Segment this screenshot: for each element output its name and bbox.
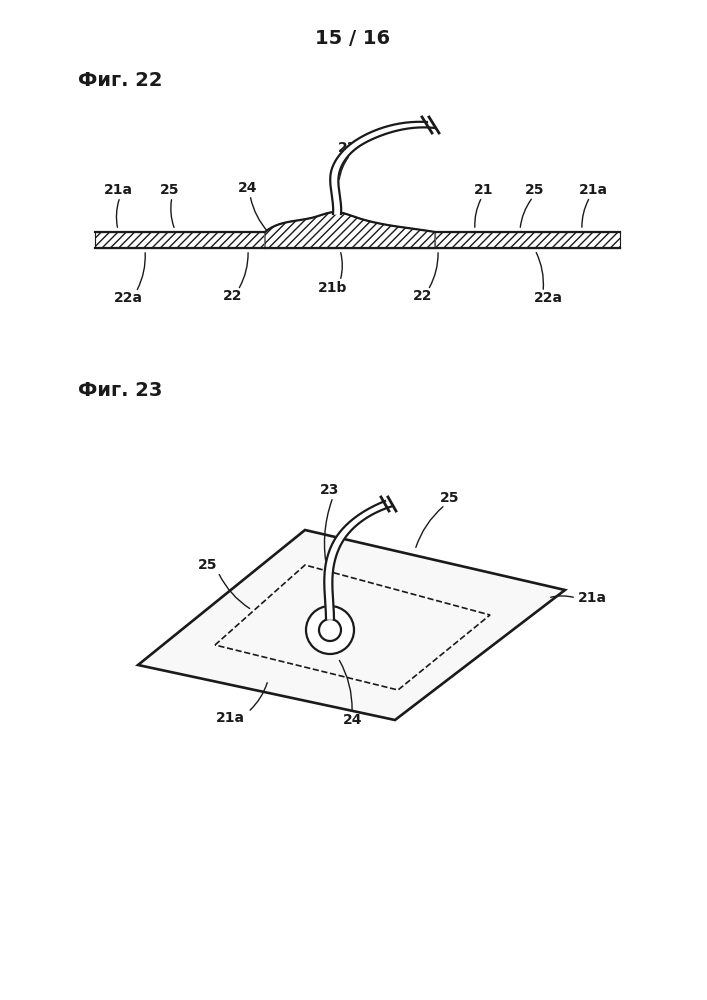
Text: 22a: 22a <box>534 291 563 305</box>
Circle shape <box>306 606 354 654</box>
Text: 25: 25 <box>440 491 460 505</box>
Text: 21a: 21a <box>578 591 607 605</box>
Polygon shape <box>265 212 435 248</box>
Text: Фиг. 23: Фиг. 23 <box>78 380 163 399</box>
Text: 23: 23 <box>320 483 339 497</box>
Text: 25: 25 <box>525 183 545 197</box>
Polygon shape <box>330 122 435 214</box>
Text: 22: 22 <box>223 289 243 303</box>
Polygon shape <box>138 530 565 720</box>
Text: 24: 24 <box>238 181 258 195</box>
Circle shape <box>319 619 341 641</box>
Text: 22a: 22a <box>114 291 143 305</box>
Text: 21a: 21a <box>578 183 607 197</box>
Text: 25: 25 <box>160 183 180 197</box>
Text: 21: 21 <box>474 183 493 197</box>
Text: 15 / 16: 15 / 16 <box>315 28 390 47</box>
Text: Фиг. 22: Фиг. 22 <box>78 70 163 90</box>
Text: 24: 24 <box>344 713 363 727</box>
Bar <box>95 232 265 248</box>
Polygon shape <box>265 212 435 248</box>
Text: 21a: 21a <box>103 183 132 197</box>
Polygon shape <box>325 501 393 619</box>
Text: 22: 22 <box>414 289 433 303</box>
Text: 21b: 21b <box>318 281 348 295</box>
Text: 21a: 21a <box>216 711 245 725</box>
Bar <box>435 232 620 248</box>
Text: 25: 25 <box>198 558 218 572</box>
Text: 23: 23 <box>339 141 358 155</box>
